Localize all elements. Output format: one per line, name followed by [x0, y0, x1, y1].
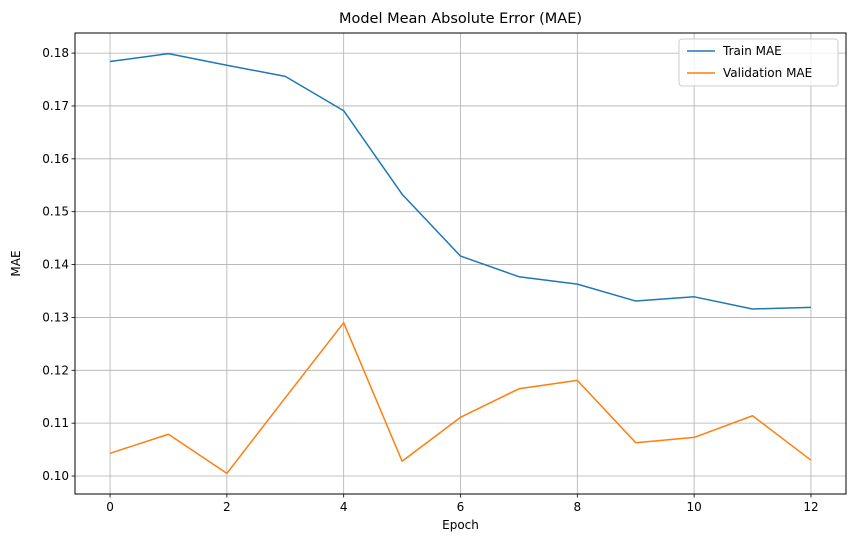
y-tick-label: 0.16	[42, 152, 69, 166]
legend-label-train: Train MAE	[722, 44, 782, 58]
y-axis-label: MAE	[9, 250, 23, 276]
x-axis-ticks: 0 2 4 6 8 10 12	[106, 494, 819, 514]
x-tick-label: 0	[106, 500, 114, 514]
x-tick-label: 12	[803, 500, 818, 514]
x-tick-label: 2	[223, 500, 231, 514]
validation-mae-line	[109, 321, 812, 475]
y-tick-label: 0.12	[42, 363, 69, 377]
y-tick-label: 0.11	[42, 416, 69, 430]
y-tick-label: 0.10	[42, 469, 69, 483]
chart-title: Model Mean Absolute Error (MAE)	[339, 11, 582, 27]
y-axis-ticks: 0.10 0.11 0.12 0.13 0.14 0.15 0.16 0.17 0.18	[42, 46, 75, 483]
y-tick-label: 0.18	[42, 46, 69, 60]
legend: Train MAE Validation MAE	[678, 38, 839, 87]
x-axis-label: Epoch	[442, 518, 479, 532]
train-mae-line	[109, 52, 811, 310]
legend-label-validation: Validation MAE	[723, 66, 812, 80]
legend-box	[678, 38, 839, 87]
x-tick-label: 8	[573, 500, 581, 514]
y-tick-label: 0.13	[42, 310, 69, 324]
y-tick-label: 0.14	[42, 258, 69, 272]
x-tick-label: 6	[457, 500, 465, 514]
grid	[75, 33, 846, 494]
x-tick-label: 10	[686, 500, 701, 514]
y-tick-label: 0.15	[42, 205, 69, 219]
x-tick-label: 4	[340, 500, 348, 514]
y-tick-label: 0.17	[42, 99, 69, 113]
series-lines	[109, 52, 812, 475]
